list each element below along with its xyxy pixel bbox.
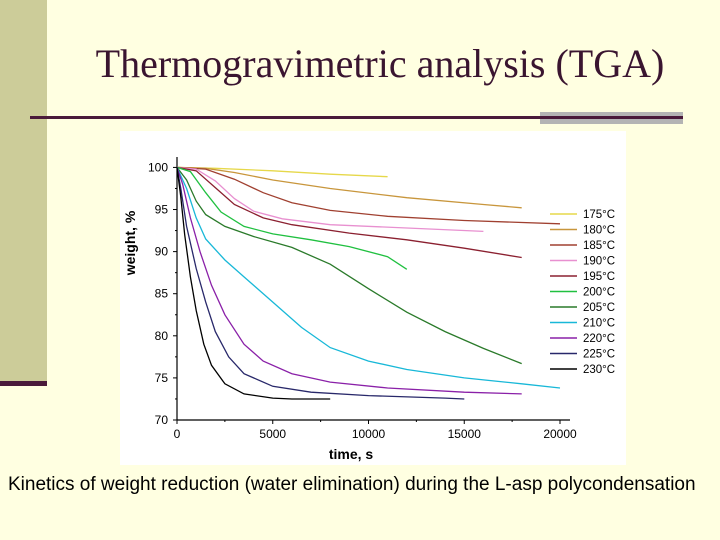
y-tick-label: 85 [155,287,169,301]
series-line [176,167,465,400]
series-line [176,166,408,270]
tga-chart: 70 75 80 85 90 95 100 0 5000 10000 15000 20000 175°… [120,131,626,465]
x-tick-label: 5000 [259,427,286,441]
x-tick-label: 0 [174,427,181,441]
legend-label: 205°C [583,302,615,314]
x-tick-label: 15000 [448,427,482,441]
series-line [176,167,331,400]
x-tick-label: 20000 [543,427,577,441]
legend-label: 185°C [583,240,615,252]
y-axis-label: weight, % [122,210,138,276]
left-accent-bar [0,0,47,382]
title-rule-overlay [540,116,683,119]
series-line [176,166,484,233]
legend-label: 220°C [583,333,615,345]
x-tick-label: 10000 [352,427,386,441]
slide-caption: Kinetics of weight reduction (water elim… [8,474,696,495]
legend-label: 190°C [583,256,615,268]
y-tick-label: 90 [155,245,169,259]
series-line [176,166,522,259]
legend-label: 230°C [583,364,615,376]
series-lines [176,166,561,400]
y-tick-label: 70 [155,413,169,427]
legend-label: 200°C [583,287,615,299]
series-line [176,167,522,365]
legend-label: 195°C [583,271,615,283]
legend: 175°C 180°C 185°C 190°C 195°C 200°C 205°C 210°C… [550,209,615,376]
left-accent-bar-foot [0,381,47,386]
series-line [176,166,561,225]
y-tick-label: 80 [155,329,169,343]
series-line [176,167,561,389]
axes: 70 75 80 85 90 95 100 0 5000 10000 15000 20000 [148,157,577,441]
y-tick-label: 100 [148,160,168,174]
title-rule [30,116,683,119]
series-line [176,166,522,209]
series-line [176,167,522,395]
legend-label: 175°C [583,209,615,221]
legend-label: 180°C [583,225,615,237]
legend-label: 210°C [583,318,615,330]
x-axis-label: time, s [329,446,374,462]
y-tick-label: 75 [155,371,169,385]
legend-label: 225°C [583,349,615,361]
tga-chart-svg: 70 75 80 85 90 95 100 0 5000 10000 15000 20000 175°… [122,157,615,462]
y-tick-label: 95 [155,203,169,217]
slide-title: Thermogravimetric analysis (TGA) [95,41,665,86]
